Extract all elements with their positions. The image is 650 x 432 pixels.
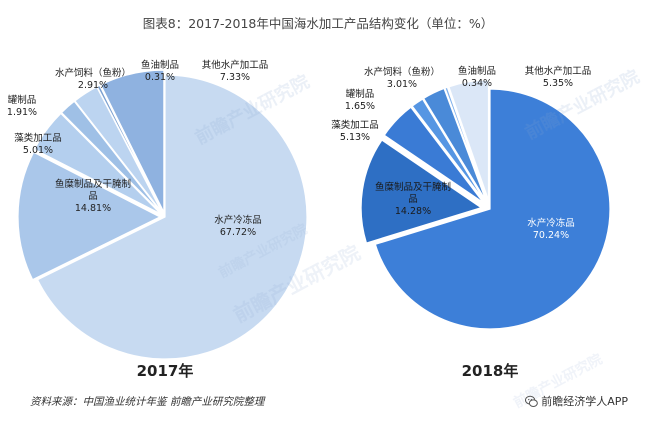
pie-slice-2018-4 (422, 87, 487, 202)
year-label-2017: 2017年 (137, 362, 194, 380)
slice-value-label: 14.28% (395, 206, 431, 217)
slice-name-label: 其他水产加工品 (202, 59, 269, 71)
pie-slice-2018-2 (383, 106, 484, 204)
slice-name-label: 品 (88, 191, 98, 202)
pie-slice-2018-1 (360, 139, 483, 244)
pie-slice-2017-5 (96, 84, 164, 213)
slice-name-label: 水产饲料（鱼粉） (364, 66, 440, 78)
slice-value-label: 5.01% (23, 145, 53, 156)
slice-value-label: 2.91% (78, 80, 108, 91)
slice-name-label: 鱼糜制品及干腌制 (375, 181, 451, 193)
pie-slice-2017-2 (33, 112, 162, 215)
slice-value-label: 0.31% (145, 72, 175, 83)
pie-chart-2017 (17, 69, 308, 360)
slice-name-label: 品 (408, 194, 418, 205)
slice-value-label: 14.81% (75, 203, 111, 214)
pie-slice-2018-0 (374, 88, 611, 330)
source-note: 资料来源：中国渔业统计年鉴 前瞻产业研究院整理 (30, 396, 265, 408)
slice-value-label: 67.72% (220, 227, 256, 238)
slice-value-label: 3.01% (387, 79, 417, 90)
slice-name-label: 水产冷冻品 (214, 214, 262, 226)
slice-name-label: 鱼油制品 (141, 59, 179, 71)
slice-value-label: 70.24% (533, 230, 569, 241)
slice-name-label: 藻类加工品 (331, 119, 379, 131)
pie-slice-2017-3 (60, 100, 163, 214)
slice-name-label: 罐制品 (346, 88, 375, 100)
slice-name-label: 水产冷冻品 (527, 217, 575, 229)
pie-slice-2017-6 (99, 69, 165, 213)
pie-chart-2018 (360, 79, 611, 330)
slice-name-label: 其他水产加工品 (525, 65, 592, 77)
slice-value-label: 5.35% (543, 78, 573, 89)
pie-slice-2017-1 (17, 151, 162, 281)
pie-slice-2018-5 (444, 86, 488, 201)
slice-value-label: 1.65% (345, 101, 375, 112)
brand-text: 前瞻经济学人APP (541, 395, 628, 408)
year-label-2018: 2018年 (462, 362, 519, 380)
slice-value-label: 0.34% (462, 78, 492, 89)
slice-value-label: 1.91% (7, 107, 37, 118)
slice-value-label: 5.13% (340, 132, 370, 143)
slice-value-label: 7.33% (220, 72, 250, 83)
pie-slice-2018-3 (411, 98, 486, 202)
brand-credit: 前瞻经济学人APP (525, 393, 628, 409)
chart-title: 图表8：2017-2018年中国海水加工产品结构变化（单位：%） (143, 16, 493, 31)
slice-name-label: 鱼糜制品及干腌制 (55, 178, 131, 190)
wechat-icon (525, 395, 539, 407)
slice-labels: 水产冷冻品67.72%鱼糜制品及干腌制品14.81%藻类加工品5.01%罐制品1… (7, 59, 591, 241)
pie-slice-2018-6 (448, 79, 490, 201)
pie-slice-2017-0 (36, 74, 308, 360)
slice-name-label: 水产饲料（鱼粉） (55, 67, 131, 79)
slice-name-label: 鱼油制品 (458, 65, 496, 77)
slice-name-label: 罐制品 (8, 94, 37, 106)
slice-name-label: 藻类加工品 (14, 132, 62, 144)
